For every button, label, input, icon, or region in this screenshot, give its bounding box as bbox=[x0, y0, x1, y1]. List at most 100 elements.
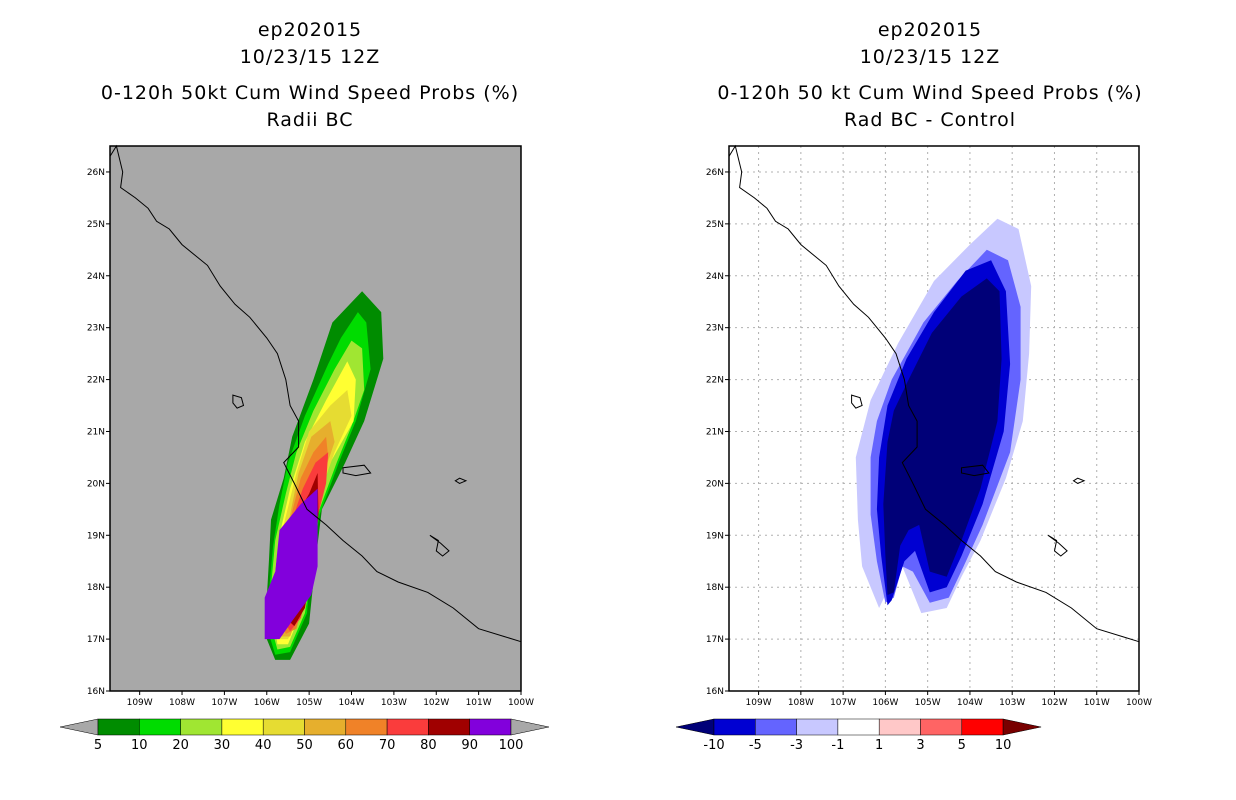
left-colorbar-label: 60 bbox=[338, 738, 355, 753]
left-map-panel: 109W 108W 107W 106W 105W 104W 103W 102W 101W 100W… bbox=[59, 144, 550, 753]
right-colorbar-label: -3 bbox=[790, 738, 803, 753]
left-y-tick-label: 21N bbox=[87, 427, 105, 437]
right-colorbar-label: 3 bbox=[916, 738, 924, 753]
right-y-tick-label: 16N bbox=[706, 687, 724, 697]
right-colorbar-swatch bbox=[796, 718, 839, 736]
right-y-tick-label: 26N bbox=[706, 168, 724, 178]
left-colorbar-swatch bbox=[180, 718, 223, 736]
right-x-tick-label: 106W bbox=[872, 698, 898, 708]
left-colorbar-swatch bbox=[221, 718, 264, 736]
left-colorbar-label: 30 bbox=[214, 738, 231, 753]
right-coastline bbox=[728, 144, 1140, 643]
right-title-line-4: Rad BC - Control bbox=[843, 109, 1017, 131]
left-map-frame bbox=[109, 145, 522, 692]
left-x-tick-label: 108W bbox=[169, 698, 195, 708]
right-y-tick-label: 24N bbox=[706, 272, 724, 282]
left-y-tick-label: 26N bbox=[87, 168, 105, 178]
left-contour-level bbox=[264, 488, 318, 640]
right-x-tick-label: 105W bbox=[915, 698, 941, 708]
left-colorbar-swatch bbox=[345, 718, 388, 736]
left-x-tick-label: 109W bbox=[127, 698, 153, 708]
right-title-line-2: 10/23/15 12Z bbox=[859, 46, 1001, 68]
right-colorbar-swatch bbox=[755, 718, 797, 736]
left-y-tick-label: 20N bbox=[87, 479, 105, 489]
left-x-tick-label: 101W bbox=[466, 698, 492, 708]
right-x-tick-label: 104W bbox=[957, 698, 983, 708]
left-y-tick-label: 25N bbox=[87, 220, 105, 230]
left-coastline bbox=[109, 144, 522, 643]
right-y-tick-label: 17N bbox=[706, 635, 724, 645]
right-y-tick-label: 21N bbox=[706, 427, 724, 437]
left-x-tick-label: 104W bbox=[338, 698, 364, 708]
left-colorbar-swatch bbox=[469, 718, 512, 736]
left-colorbar-end-right bbox=[510, 718, 550, 736]
left-x-tick-label: 100W bbox=[508, 698, 534, 708]
left-y-tick-label: 17N bbox=[87, 635, 105, 645]
right-x-tick-label: 107W bbox=[830, 698, 856, 708]
left-colorbar-end-left bbox=[59, 718, 99, 736]
left-island bbox=[429, 534, 450, 557]
right-x-tick-label: 100W bbox=[1126, 698, 1152, 708]
left-colorbar-label: 20 bbox=[172, 738, 189, 753]
right-y-tick-label: 22N bbox=[706, 376, 724, 386]
right-colorbar: -10 -5 -3 -1 1 3 5 10 bbox=[675, 718, 1042, 753]
left-y-tick-label: 19N bbox=[87, 531, 105, 541]
left-colorbar-label: 40 bbox=[255, 738, 272, 753]
right-title-line-3: 0-120h 50 kt Cum Wind Speed Probs (%) bbox=[717, 82, 1143, 104]
left-x-tick-label: 103W bbox=[381, 698, 407, 708]
left-title-line-3: 0-120h 50kt Cum Wind Speed Probs (%) bbox=[100, 82, 520, 104]
left-colorbar-label: 50 bbox=[296, 738, 313, 753]
left-colorbar-label: 70 bbox=[379, 738, 396, 753]
right-y-tick-label: 19N bbox=[706, 531, 724, 541]
left-colorbar-swatch bbox=[386, 718, 429, 736]
left-x-tick-label: 102W bbox=[423, 698, 449, 708]
left-y-tick-label: 23N bbox=[87, 324, 105, 334]
right-y-tick-label: 25N bbox=[706, 220, 724, 230]
right-colorbar-label: -1 bbox=[831, 738, 844, 753]
right-colorbar-label: 10 bbox=[995, 738, 1012, 753]
left-x-tick-label: 107W bbox=[211, 698, 237, 708]
left-colorbar-label: 100 bbox=[499, 738, 524, 753]
right-x-tick-label: 103W bbox=[999, 698, 1025, 708]
left-island bbox=[454, 477, 468, 484]
right-colorbar-end-left bbox=[675, 718, 715, 736]
right-colorbar-label: -5 bbox=[749, 738, 762, 753]
left-colorbar-label: 90 bbox=[461, 738, 478, 753]
right-contour-level bbox=[883, 278, 1002, 595]
left-colorbar-label: 80 bbox=[420, 738, 437, 753]
left-colorbar-label: 5 bbox=[94, 738, 102, 753]
right-x-tick-label: 109W bbox=[746, 698, 772, 708]
right-colorbar-end-right bbox=[1002, 718, 1042, 736]
right-chart-title: ep202015 10/23/15 12Z 0-120h 50 kt Cum W… bbox=[640, 17, 1220, 134]
right-map-panel: 109W 108W 107W 106W 105W 104W 103W 102W 101W 100W… bbox=[675, 144, 1152, 753]
right-colorbar-swatch bbox=[837, 718, 880, 736]
left-chart-title: ep202015 10/23/15 12Z 0-120h 50kt Cum Wi… bbox=[40, 17, 580, 134]
left-colorbar: 5 10 20 30 40 50 60 70 80 90 100 bbox=[59, 718, 550, 753]
left-y-tick-label: 22N bbox=[87, 376, 105, 386]
right-colorbar-label: 1 bbox=[875, 738, 883, 753]
right-x-tick-label: 102W bbox=[1041, 698, 1067, 708]
right-title-line-1: ep202015 bbox=[877, 19, 983, 41]
left-colorbar-label: 10 bbox=[131, 738, 148, 753]
left-colorbar-swatch bbox=[304, 718, 347, 736]
left-colorbar-swatch bbox=[139, 718, 181, 736]
left-x-tick-label: 105W bbox=[296, 698, 322, 708]
left-y-tick-label: 24N bbox=[87, 272, 105, 282]
right-colorbar-swatch bbox=[961, 718, 1004, 736]
left-colorbar-swatch bbox=[97, 718, 140, 736]
right-y-tick-label: 20N bbox=[706, 479, 724, 489]
right-y-tick-label: 23N bbox=[706, 324, 724, 334]
right-y-tick-label: 18N bbox=[706, 583, 724, 593]
right-colorbar-swatch bbox=[878, 718, 921, 736]
left-colorbar-swatch bbox=[262, 718, 305, 736]
right-island bbox=[961, 464, 990, 477]
right-island bbox=[1047, 534, 1068, 557]
right-colorbar-label: 5 bbox=[958, 738, 966, 753]
left-y-tick-label: 18N bbox=[87, 583, 105, 593]
left-title-line-4: Radii BC bbox=[266, 109, 354, 131]
right-colorbar-swatch bbox=[920, 718, 963, 736]
right-island bbox=[851, 394, 863, 409]
right-island bbox=[1072, 477, 1086, 484]
left-y-tick-label: 16N bbox=[87, 687, 105, 697]
